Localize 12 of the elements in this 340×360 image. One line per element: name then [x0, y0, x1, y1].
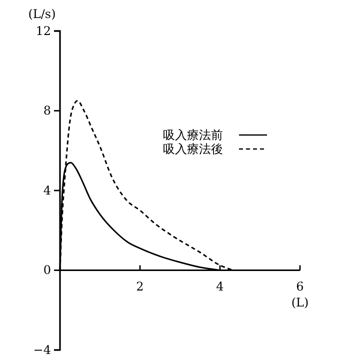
y-axis-title: (L/s) [28, 7, 56, 21]
y-tick-label: 12 [36, 24, 51, 38]
legend-label: 吸入療法後 [163, 142, 223, 156]
x-tick-label: 2 [136, 279, 144, 294]
y-tick-label: 0 [43, 263, 51, 278]
x-tick-label: 6 [296, 279, 304, 294]
y-tick-label: −4 [33, 342, 52, 357]
x-axis-title: (L) [291, 295, 309, 310]
legend-label: 吸入療法前 [163, 128, 223, 142]
x-tick-label: 4 [216, 279, 224, 294]
y-tick-label: 8 [43, 104, 51, 118]
y-tick-label: 4 [43, 183, 52, 198]
